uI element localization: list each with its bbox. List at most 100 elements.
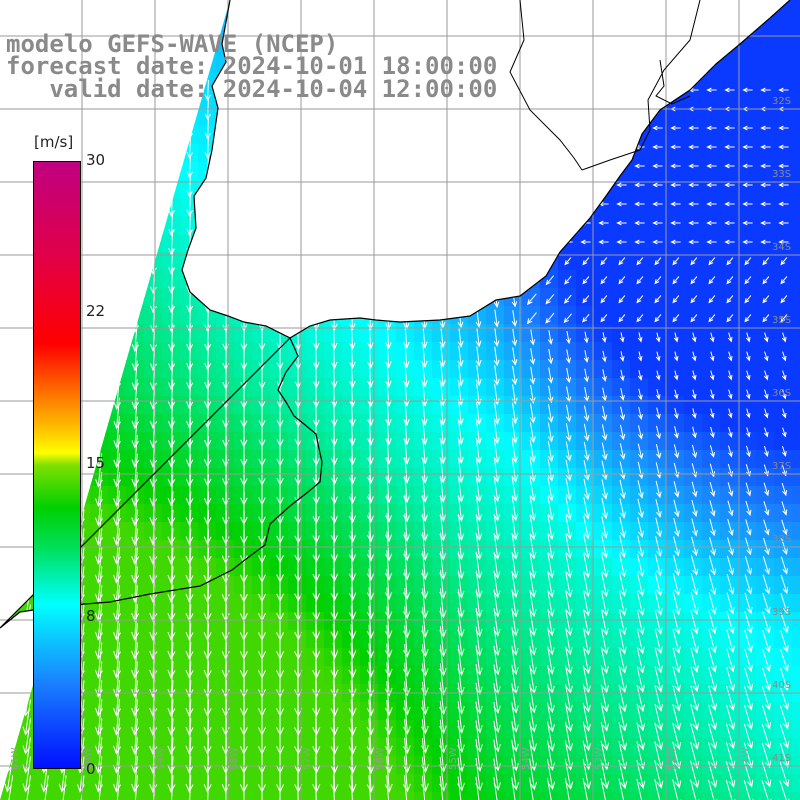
wind-arrow [744,574,753,595]
wind-arrow [547,608,555,637]
wind-arrow [511,310,518,327]
wind-arrow [616,144,627,150]
wind-arrow [670,87,681,93]
wind-arrow [654,591,663,616]
wind-arrow [312,530,321,563]
wind-arrow [654,572,663,597]
wind-arrow [529,608,537,637]
wind-arrow [367,287,374,312]
wind-arrow [366,531,375,562]
wind-arrow [527,199,536,210]
wind-arrow [637,553,645,578]
wind-arrow [113,718,122,755]
wind-arrow [313,174,320,197]
wind-arrow [636,257,644,266]
wind-arrow [690,295,698,304]
wind-arrow [582,703,591,733]
wind-arrow [724,239,735,245]
wind-arrow [348,680,357,717]
wind-arrow [598,239,609,245]
wind-arrow [547,496,555,521]
wind-arrow [186,192,194,217]
wind-arrow [636,591,645,616]
wind-arrow [203,528,212,565]
wind-arrow [688,163,699,169]
wind-arrow [690,610,699,635]
wind-arrow [691,332,697,343]
wind-arrow [312,737,321,774]
wind-arrow [276,268,284,293]
wind-arrow [601,350,607,363]
wind-arrow [421,345,428,369]
wind-arrow [349,343,356,370]
wind-arrow [204,248,212,275]
wind-arrow [330,493,338,524]
wind-arrow [330,737,339,774]
wind-arrow [511,570,519,599]
wind-arrow [312,642,321,679]
colorbar-tick-15: 15 [86,454,106,472]
wind-arrow [670,144,681,150]
wind-arrow [672,573,681,596]
wind-arrow [403,307,410,330]
wind-arrow [421,157,428,176]
wind-arrow [493,570,501,599]
wind-arrow [475,364,482,387]
wind-arrow [114,172,121,199]
wind-arrow [131,435,140,469]
wind-arrow [203,661,212,698]
wind-arrow [670,201,681,207]
wind-arrow [655,480,662,499]
wind-arrow [366,549,375,582]
wind-arrow [294,775,303,800]
wind-arrow [475,327,482,348]
wind-arrow [204,361,212,390]
wind-arrow [562,201,573,207]
wind-arrow [204,417,212,448]
wind-arrow [348,586,357,621]
wind-arrow [348,512,357,543]
latitude-label: 39S [772,607,791,618]
wind-arrow [709,537,716,556]
wind-arrow [709,426,715,439]
wind-arrow [384,775,393,800]
wind-arrow [764,445,769,458]
wind-arrow [781,332,787,343]
wind-arrow [654,295,662,304]
wind-arrow [312,362,320,389]
wind-arrow [724,182,735,188]
wind-arrow [113,623,122,660]
wind-arrow [366,493,375,524]
wind-arrow [204,304,212,333]
wind-arrow [708,742,718,769]
wind-arrow [421,307,428,330]
wind-arrow [421,756,429,793]
colorbar-tick-22: 22 [86,302,106,320]
wind-arrow [384,643,393,678]
wind-arrow [743,723,754,750]
wind-arrow [634,182,645,188]
wind-arrow [511,439,519,464]
wind-arrow [204,267,212,294]
wind-arrow [385,325,392,350]
wind-arrow [708,573,717,596]
wind-arrow [240,267,248,294]
wind-arrow [493,216,499,231]
wind-arrow [726,574,735,595]
wind-arrow [708,610,717,635]
wind-arrow [760,201,771,207]
wind-arrow [634,239,645,245]
wind-arrow [493,458,501,483]
wind-arrow [4,775,14,800]
wind-arrow [493,121,499,136]
wind-arrow [348,737,357,774]
wind-arrow [385,119,392,138]
wind-arrow [366,475,374,504]
wind-arrow [203,775,212,800]
wind-arrow [672,314,680,323]
wind-arrow [493,495,501,522]
wind-arrow [367,231,374,254]
wind-arrow [313,193,320,216]
wind-arrow [781,408,787,419]
wind-arrow [167,360,176,391]
